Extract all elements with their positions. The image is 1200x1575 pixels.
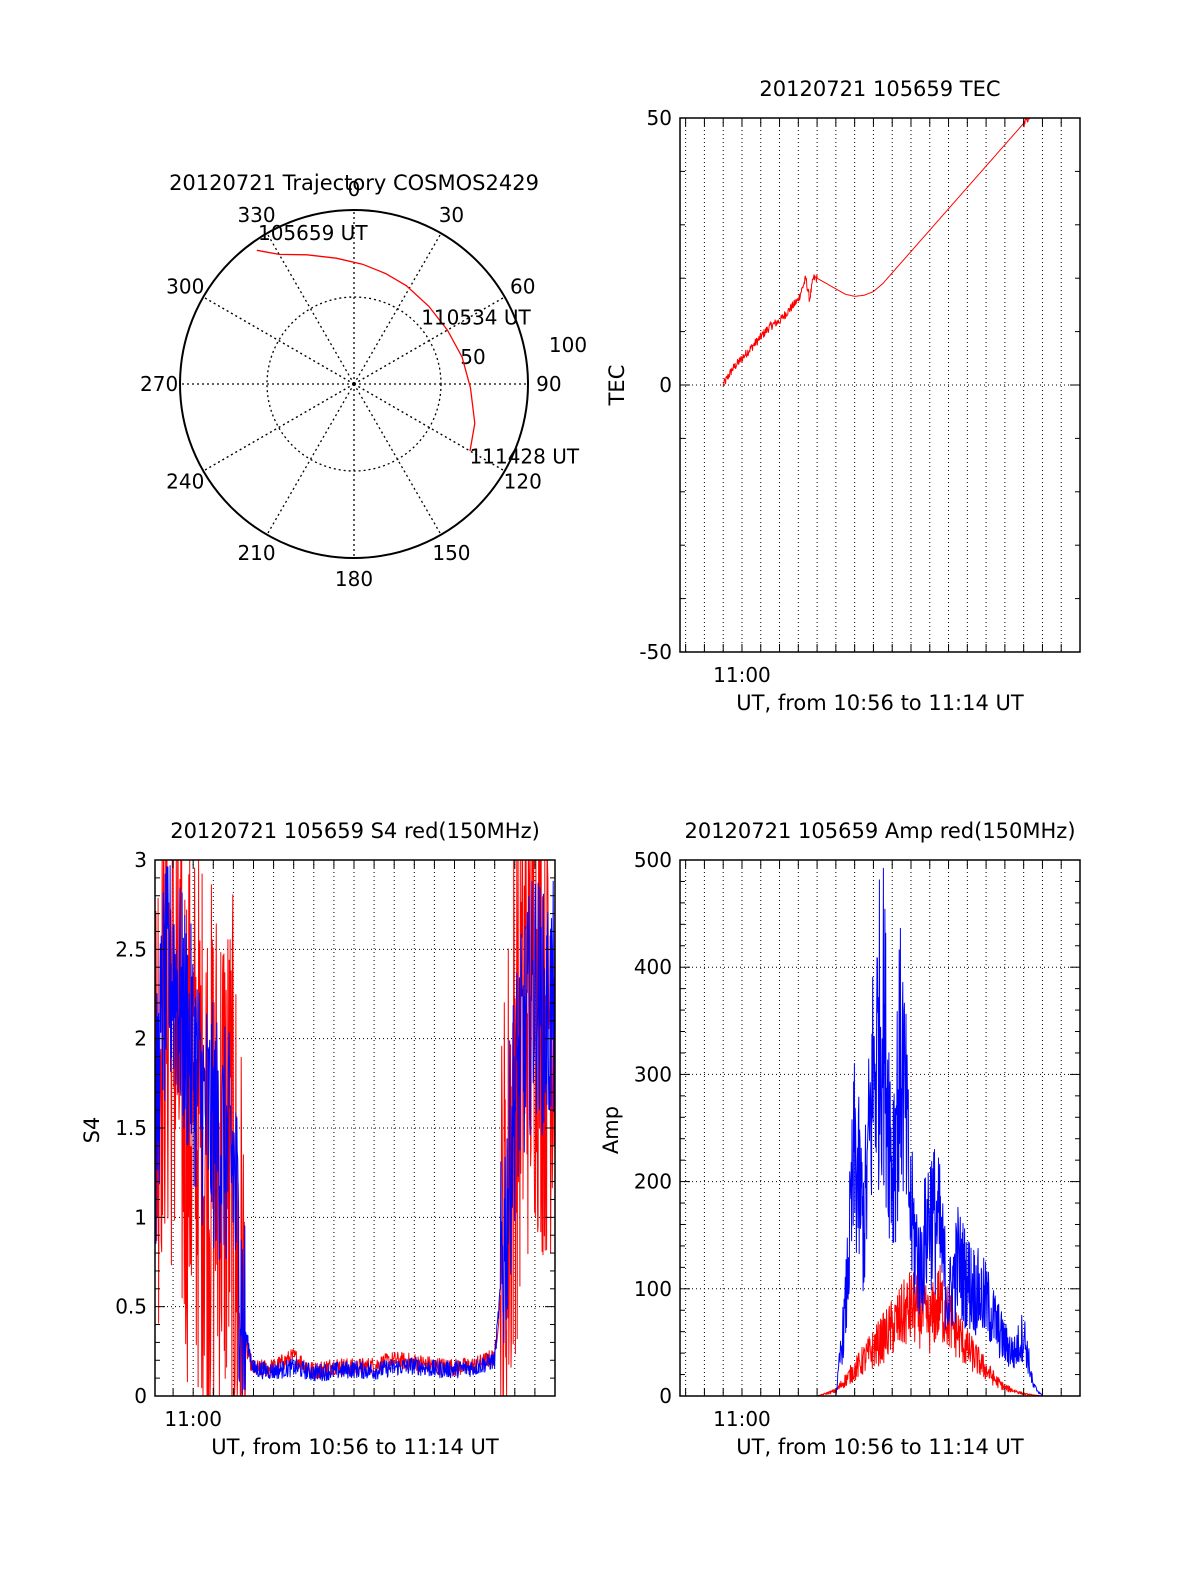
polar-title: 20120721 Trajectory COSMOS2429	[169, 171, 539, 195]
amp-chart: 20120721 105659 Amp red(150MHz) 0 100 200 3…	[599, 819, 1081, 1459]
polar-azimuth-label: 120	[504, 469, 542, 493]
polar-azimuth-label: 240	[166, 469, 204, 493]
y-tick-label: 50	[647, 106, 672, 130]
amp-ylabel: Amp	[599, 1106, 623, 1154]
tec-title: 20120721 105659 TEC	[759, 77, 1000, 101]
tec-series	[722, 117, 1081, 387]
y-tick-label: 400	[634, 955, 672, 979]
y-tick-label: 2.5	[115, 937, 147, 961]
polar-grid	[180, 210, 528, 558]
s4-ticks: 0 0.5 1 1.5 2 2.5 3 11:00	[115, 848, 556, 1431]
y-tick-label: 1	[134, 1205, 147, 1229]
amp-title: 20120721 105659 Amp red(150MHz)	[684, 819, 1075, 843]
polar-azimuth-label: 330	[237, 203, 275, 227]
amp-grid	[680, 860, 1081, 1396]
x-tick-label: 11:00	[713, 1407, 771, 1431]
polar-azimuth-label: 30	[439, 203, 464, 227]
tec-xlabel: UT, from 10:56 to 11:14 UT	[736, 691, 1024, 715]
polar-outer-circle	[179, 209, 529, 559]
s4-chart: 20120721 105659 S4 red(150MHz) 0 0.5 1 1.5 2…	[80, 819, 556, 1459]
y-tick-label: -50	[639, 640, 672, 664]
tec-chart: 20120721 105659 TEC 50 0 -50 11:00 UT, from…	[605, 77, 1081, 715]
polar-trajectory-line	[256, 249, 476, 452]
tec-ylabel: TEC	[605, 365, 629, 407]
polar-ring-50	[266, 296, 442, 472]
series-line-red	[723, 1264, 1081, 1397]
polar-azimuth-label: 210	[237, 541, 275, 565]
tec-ticks: 50 0 -50 11:00	[639, 106, 1081, 687]
s4-title: 20120721 105659 S4 red(150MHz)	[170, 819, 540, 843]
amp-xlabel: UT, from 10:56 to 11:14 UT	[736, 1435, 1024, 1459]
polar-azimuth-label: 0	[348, 177, 361, 201]
y-tick-label: 100	[634, 1277, 672, 1301]
polar-azimuth-label: 90	[536, 372, 561, 396]
polar-spoke	[202, 296, 355, 385]
s4-ylabel: S4	[80, 1117, 104, 1144]
polar-azimuth-label: 60	[510, 275, 535, 299]
y-tick-label: 200	[634, 1170, 672, 1194]
y-tick-label: 0.5	[115, 1295, 147, 1319]
polar-azimuth-label: 270	[140, 372, 178, 396]
polar-azimuth-label: 300	[166, 275, 204, 299]
y-tick-label: 2	[134, 1027, 147, 1051]
polar-time-annotation: 111428 UT	[470, 444, 580, 468]
s4-xlabel: UT, from 10:56 to 11:14 UT	[211, 1435, 499, 1459]
amp-frame	[679, 859, 1081, 1397]
polar-azimuth-label: 150	[432, 541, 470, 565]
polar-series	[256, 249, 476, 452]
amp-ticks: 0 100 200 300 400 500 11:00	[634, 848, 1081, 1431]
series-line-red	[722, 117, 1081, 387]
y-tick-label: 0	[134, 1384, 147, 1408]
x-tick-label: 11:00	[164, 1407, 222, 1431]
y-tick-label: 1.5	[115, 1116, 147, 1140]
polar-radial-label: 100	[549, 333, 587, 357]
s4-series	[154, 859, 556, 1397]
polar-time-annotation: 105659 UT	[258, 221, 368, 245]
polar-trajectory-chart: 20120721 Trajectory COSMOS2429 0 30 60 90 12…	[140, 171, 587, 591]
y-tick-label: 500	[634, 848, 672, 872]
y-tick-label: 0	[659, 373, 672, 397]
series-line-red	[154, 859, 556, 1397]
polar-azimuth-label: 180	[335, 567, 373, 591]
polar-spoke	[202, 383, 355, 472]
x-tick-label: 11:00	[713, 663, 771, 687]
y-tick-label: 3	[134, 848, 147, 872]
tec-grid	[680, 118, 1081, 652]
polar-time-annotation: 110534 UT	[421, 306, 531, 330]
amp-series	[723, 867, 1081, 1397]
polar-spoke	[266, 232, 355, 385]
y-tick-label: 300	[634, 1062, 672, 1086]
series-line-blue	[154, 865, 556, 1395]
polar-spoke	[353, 232, 442, 385]
polar-annotations: 105659 UT 110534 UT 111428 UT	[258, 221, 580, 468]
y-tick-label: 0	[659, 1384, 672, 1408]
